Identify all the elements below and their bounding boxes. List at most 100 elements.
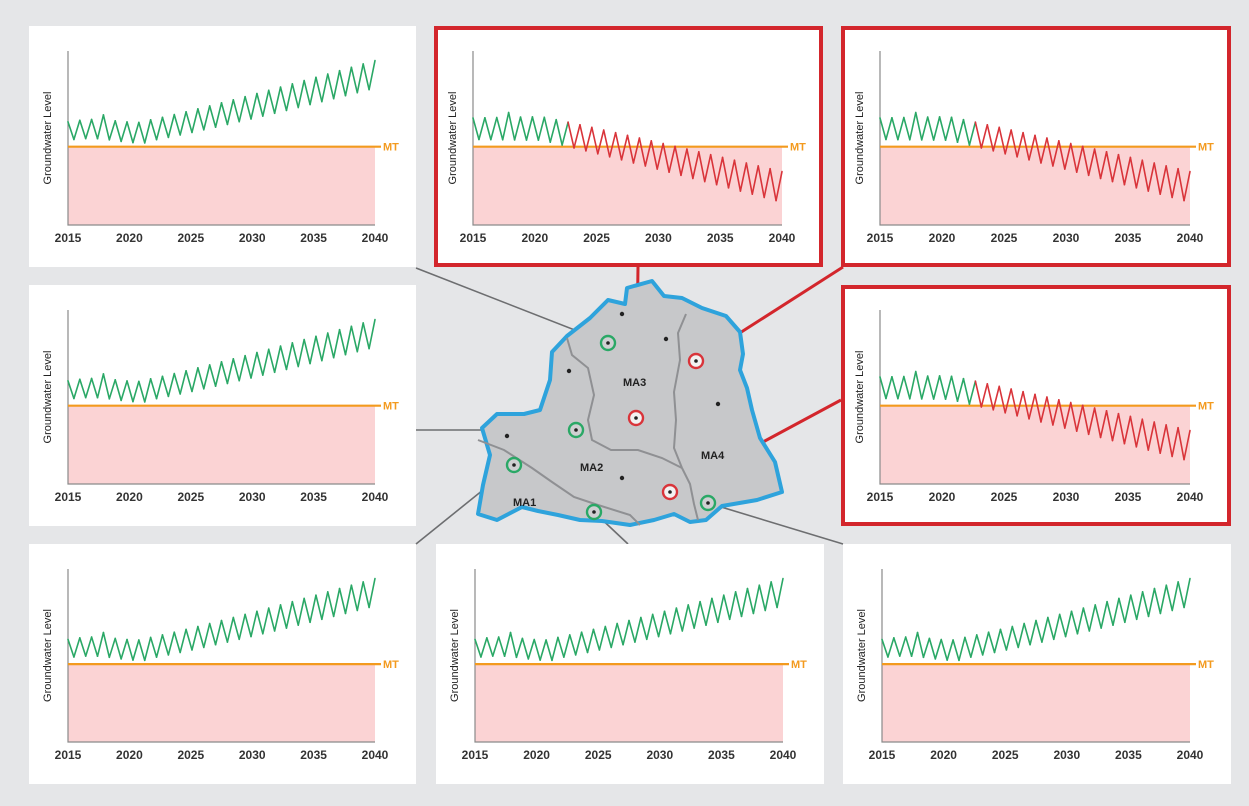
trace-segment	[903, 375, 911, 400]
x-tick-label: 2015	[55, 490, 82, 504]
x-tick-label: 2035	[1115, 748, 1142, 762]
trace-segment	[332, 69, 341, 100]
trace-segment	[486, 637, 494, 657]
trace-segment	[362, 322, 370, 350]
trace-segment	[208, 105, 217, 128]
trace-segment	[573, 123, 581, 149]
trace-segment	[662, 142, 670, 173]
trace-segment	[656, 142, 664, 170]
x-tick-label: 2025	[177, 748, 204, 762]
trace-segment	[1171, 426, 1179, 458]
region-label-ma1: MA1	[513, 497, 536, 509]
y-axis-label: Groundwater Level	[449, 609, 461, 702]
x-tick-label: 2015	[867, 490, 894, 504]
trace-segment	[1124, 594, 1132, 624]
trace-segment	[362, 581, 370, 609]
well-ok-center	[606, 341, 610, 345]
trace-segment	[956, 118, 965, 144]
below-threshold-zone	[68, 405, 375, 484]
threshold-label: MT	[791, 659, 807, 671]
trace-segment	[1040, 137, 1048, 164]
trace-segment	[285, 83, 294, 112]
axis-lines	[881, 569, 1190, 743]
boundary-ma3-ma4	[672, 313, 687, 469]
trace-segment	[96, 373, 105, 399]
trace-segment	[1177, 167, 1185, 202]
trace-segment	[90, 377, 99, 399]
trace-segment	[998, 126, 1006, 155]
trace-segment	[214, 361, 223, 387]
trace-segment	[226, 98, 235, 126]
well-alert-center	[634, 416, 638, 420]
trace-segment	[644, 139, 653, 167]
axis-lines	[67, 51, 375, 226]
below-threshold-zone	[475, 664, 783, 742]
trace-segment	[909, 111, 917, 141]
trace-segment	[73, 119, 81, 141]
trace-segment	[775, 170, 783, 202]
trace-segment	[84, 636, 93, 657]
region-label-ma4: MA4	[701, 450, 725, 462]
trace-segment	[628, 619, 636, 643]
trace-segment	[640, 616, 648, 641]
trace-segment	[650, 139, 659, 170]
trace-segment	[1004, 388, 1012, 414]
trace-segment	[108, 120, 117, 141]
trace-segment	[232, 616, 241, 641]
trace-segment	[143, 119, 152, 144]
x-tick-label: 2020	[523, 748, 550, 762]
trace-segment	[1029, 619, 1037, 646]
trace-segment	[604, 625, 613, 649]
trace-segment	[309, 335, 317, 365]
trace-segment	[668, 145, 676, 173]
trace-segment	[303, 597, 311, 624]
trace-segment	[1183, 429, 1191, 461]
trace-segment	[1069, 142, 1078, 173]
trace-segment	[981, 631, 990, 656]
trace-segment	[926, 375, 935, 400]
x-tick-label: 2025	[583, 231, 610, 245]
axis-lines	[472, 51, 782, 226]
trace-segment	[1177, 581, 1185, 609]
trace-segment	[1129, 415, 1138, 448]
below-threshold-zone	[473, 146, 782, 225]
trace-segment	[1171, 581, 1179, 612]
trace-segment	[238, 354, 246, 382]
trace-segment	[173, 631, 181, 654]
trace-segment	[674, 145, 682, 177]
trace-segment	[970, 634, 978, 658]
trace-segment	[763, 167, 771, 199]
axis-lines	[67, 569, 375, 743]
x-tick-label: 2035	[708, 748, 735, 762]
trace-segment	[244, 613, 252, 638]
x-tick-label: 2040	[1177, 748, 1204, 762]
trace-segment	[1022, 131, 1030, 161]
trace-segment	[143, 636, 152, 662]
x-tick-label: 2025	[991, 231, 1018, 245]
trace-segment	[1075, 145, 1084, 173]
trace-segment	[67, 380, 75, 400]
trace-segment	[73, 378, 81, 400]
trace-segment	[914, 370, 923, 400]
y-axis-label: Groundwater Level	[447, 92, 459, 185]
trace-segment	[356, 322, 364, 353]
trace-segment	[1123, 415, 1132, 445]
trace-segment	[1177, 426, 1185, 461]
x-tick-label: 2030	[239, 231, 266, 245]
trace-segment	[944, 116, 953, 141]
trace-segment	[920, 375, 929, 400]
trace-segment	[964, 636, 972, 658]
trace-segment	[472, 117, 480, 141]
trace-segment	[1147, 421, 1156, 451]
trace-segment	[1058, 139, 1066, 170]
trace-segment	[1153, 421, 1161, 455]
trace-segment	[155, 634, 164, 658]
trace-segment	[197, 108, 205, 131]
x-tick-label: 2025	[992, 748, 1019, 762]
trace-segment	[143, 378, 152, 403]
trace-segment	[120, 121, 128, 143]
trace-segment	[179, 110, 187, 136]
trace-segment	[1010, 129, 1018, 158]
trace-segment	[102, 631, 111, 659]
trace-segment	[1064, 142, 1072, 170]
